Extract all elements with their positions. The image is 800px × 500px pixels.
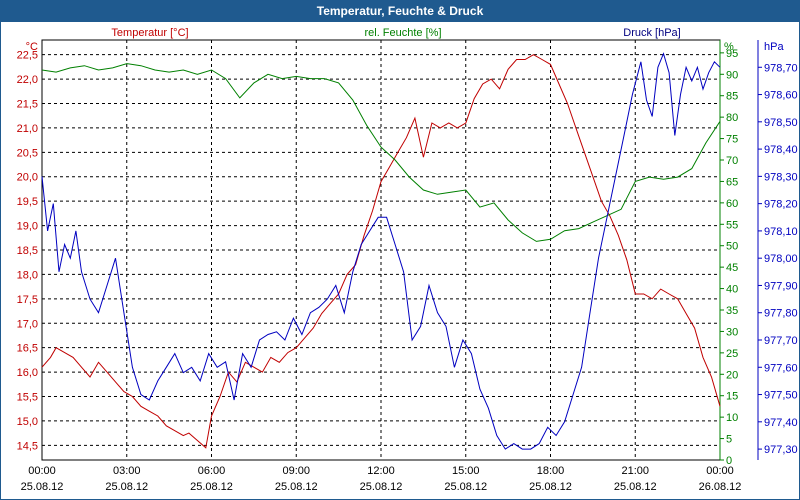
temperature-series-line: [41, 54, 721, 449]
humidity-tick-label: 80: [726, 112, 738, 124]
pressure-tick-label: 978,00: [764, 253, 798, 265]
humidity-tick-label: 35: [726, 305, 738, 317]
temperature-tick-label: 16,5: [17, 343, 38, 355]
pressure-tick-label: 977,80: [764, 308, 798, 320]
humidity-tick-label: 25: [726, 348, 738, 360]
pressure-series-line: [41, 52, 721, 450]
humidity-tick-label: 40: [726, 284, 738, 296]
x-tick-time: 18:00: [537, 465, 565, 477]
x-tick-date: 25.08.12: [444, 481, 487, 493]
x-tick-date: 26.08.12: [699, 481, 742, 493]
x-tick-time: 06:00: [198, 465, 226, 477]
x-tick-time: 00:00: [706, 465, 734, 477]
x-tick-date: 25.08.12: [105, 481, 148, 493]
pressure-tick-label: 977,30: [764, 444, 798, 456]
x-tick-date: 25.08.12: [190, 481, 233, 493]
data-series: [41, 52, 721, 450]
pressure-tick-label: 978,20: [764, 199, 798, 211]
temperature-tick-label: 18,5: [17, 245, 38, 257]
temperature-tick-label: 18,0: [17, 269, 38, 281]
humidity-tick-label: 5: [726, 434, 732, 446]
temperature-tick-label: 17,5: [17, 294, 38, 306]
humidity-tick-label: 50: [726, 241, 738, 253]
temperature-tick-label: 19,5: [17, 196, 38, 208]
x-tick-date: 25.08.12: [275, 481, 318, 493]
pressure-tick-label: 978,70: [764, 62, 798, 74]
temperature-axis-label: Temperatur [°C]: [111, 27, 188, 39]
grid-lines: [42, 40, 720, 460]
humidity-axis-label: rel. Feuchte [%]: [364, 27, 441, 39]
humidity-tick-label: 75: [726, 134, 738, 146]
climate-line-chart: 00:00 25.08.12 03:00 25.08.12 06:00 25.08.12 0…: [17, 27, 798, 493]
x-tick-date: 25.08.12: [614, 481, 657, 493]
humidity-tick-label: 0: [726, 455, 732, 467]
x-tick-time: 09:00: [282, 465, 310, 477]
humidity-tick-label: 60: [726, 198, 738, 210]
pressure-tick-label: 977,60: [764, 362, 798, 374]
temperature-tick-label: 22,0: [17, 74, 38, 86]
humidity-tick-label: 95: [726, 48, 738, 60]
humidity-tick-label: 15: [726, 391, 738, 403]
temperature-tick-label: 19,0: [17, 221, 38, 233]
pressure-tick-label: 977,40: [764, 417, 798, 429]
x-tick-time: 15:00: [452, 465, 480, 477]
humidity-unit: %: [724, 41, 734, 53]
pressure-unit: hPa: [764, 41, 784, 53]
temperature-tick-label: 21,5: [17, 98, 38, 110]
pressure-axis-label: Druck [hPa]: [623, 27, 680, 39]
x-tick-time: 12:00: [367, 465, 395, 477]
pressure-tick-label: 977,90: [764, 280, 798, 292]
x-tick-date: 25.08.12: [529, 481, 572, 493]
humidity-tick-label: 65: [726, 176, 738, 188]
temperature-tick-label: 21,0: [17, 123, 38, 135]
temperature-tick-label: 16,0: [17, 367, 38, 379]
pressure-tick-label: 978,30: [764, 171, 798, 183]
temperature-tick-label: 22,5: [17, 50, 38, 62]
temperature-tick-label: 20,0: [17, 172, 38, 184]
pressure-tick-label: 978,60: [764, 90, 798, 102]
pressure-tick-label: 978,50: [764, 117, 798, 129]
humidity-tick-label: 55: [726, 219, 738, 231]
humidity-tick-label: 45: [726, 262, 738, 274]
pressure-tick-label: 978,40: [764, 144, 798, 156]
temperature-unit: °C: [26, 41, 38, 53]
temperature-tick-label: 20,5: [17, 147, 38, 159]
humidity-tick-label: 85: [726, 91, 738, 103]
pressure-tick-label: 977,50: [764, 390, 798, 402]
x-tick-date: 25.08.12: [360, 481, 403, 493]
temperature-tick-label: 17,0: [17, 318, 38, 330]
x-tick-time: 21:00: [621, 465, 649, 477]
temperature-tick-label: 14,5: [17, 440, 38, 452]
humidity-tick-label: 30: [726, 326, 738, 338]
humidity-tick-label: 10: [726, 412, 738, 424]
temperature-tick-label: 15,0: [17, 416, 38, 428]
tick-labels: 00:00 25.08.12 03:00 25.08.12 06:00 25.08.12 0…: [17, 48, 798, 493]
chart-title: Temperatur, Feuchte & Druck: [0, 0, 800, 22]
pressure-tick-label: 978,10: [764, 226, 798, 238]
x-tick-time: 00:00: [28, 465, 56, 477]
humidity-tick-label: 70: [726, 155, 738, 167]
humidity-tick-label: 20: [726, 369, 738, 381]
pressure-tick-label: 977,70: [764, 335, 798, 347]
humidity-tick-label: 90: [726, 69, 738, 81]
x-tick-date: 25.08.12: [21, 481, 64, 493]
axes: [41, 39, 762, 461]
temperature-tick-label: 15,5: [17, 392, 38, 404]
x-tick-time: 03:00: [113, 465, 141, 477]
